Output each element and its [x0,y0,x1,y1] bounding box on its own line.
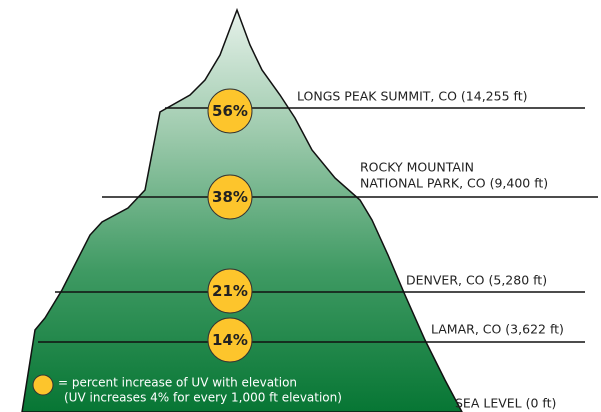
badge: 14% [212,331,248,349]
legend-text: = percent increase of UV with elevation [58,376,297,390]
level-label: LAMAR, CO (3,622 ft) [431,322,564,337]
level-label: DENVER, CO (5,280 ft) [406,273,547,288]
level-label: NATIONAL PARK, CO (9,400 ft) [360,176,548,191]
legend-text: (UV increases 4% for every 1,000 ft elev… [64,391,342,405]
legend-circle [33,375,53,395]
badge: 56% [212,102,248,120]
badge: 21% [212,282,248,300]
badge: 38% [212,188,248,206]
level-label: LONGS PEAK SUMMIT, CO (14,255 ft) [297,89,527,104]
page: {"levels": [ {"label": ["LONGS PEAK SUMM… [0,0,601,412]
diagram: 56% 38% 21% 14% LONGS PEAK SUMMIT, CO (1… [0,0,601,412]
sea-level-label: SEA LEVEL (0 ft) [455,396,556,411]
level-label: ROCKY MOUNTAIN [360,160,474,175]
